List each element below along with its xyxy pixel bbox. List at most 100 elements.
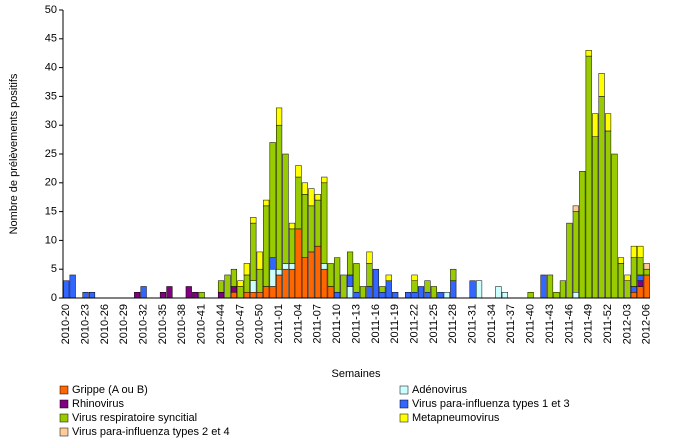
bar-segment	[295, 228, 302, 299]
x-tick-label: 2011-13	[350, 304, 362, 344]
bar-segment	[256, 268, 263, 293]
bar-segment	[366, 251, 373, 264]
bar-segment	[346, 286, 354, 299]
bar-segment	[598, 96, 605, 299]
bar-segment	[411, 274, 418, 281]
bar-segment	[314, 199, 321, 247]
bar-segment	[598, 73, 605, 97]
bar-segment	[166, 286, 173, 299]
bar-segment	[256, 291, 263, 299]
legend-swatch	[59, 399, 69, 409]
bar-segment	[256, 251, 263, 270]
bar-segment	[643, 263, 650, 270]
bar-segment	[604, 113, 612, 132]
bar-segment	[217, 291, 225, 299]
x-tick-label: 2010-35	[157, 304, 169, 344]
bar-segment	[379, 291, 386, 299]
bar-segment	[282, 153, 289, 264]
bar-segment	[566, 222, 573, 299]
bar-segment	[88, 291, 96, 299]
y-tick-label: 25	[45, 148, 57, 160]
bar-segment	[405, 291, 412, 299]
bar-segment	[276, 107, 283, 126]
bar-segment	[282, 263, 289, 270]
bar-segment	[585, 50, 592, 57]
bar-segment	[288, 222, 296, 230]
bar-segment	[553, 291, 560, 299]
bar-segment	[604, 130, 612, 299]
bar-segment	[263, 286, 270, 299]
x-tick-label: 2010-29	[118, 304, 130, 344]
bar-segment	[295, 165, 302, 178]
bar-segment	[379, 286, 386, 293]
bar-segment	[282, 268, 289, 299]
bar-segment	[643, 274, 650, 299]
bar-segment	[314, 194, 321, 201]
bar-segment	[624, 274, 631, 281]
bar-segment	[321, 268, 328, 299]
bar-segment	[134, 291, 141, 299]
y-tick-label: 5	[51, 263, 57, 275]
bar-segment	[230, 268, 238, 287]
bar-segment	[424, 280, 431, 293]
x-tick-label: 2011-19	[389, 304, 401, 344]
bar-segment	[230, 291, 238, 299]
bar-segment	[82, 291, 89, 299]
bar-segment	[288, 263, 296, 270]
legend-label: Virus para-influenza types 2 et 4	[72, 426, 230, 438]
y-tick-label: 40	[45, 62, 57, 74]
bar-segment	[69, 274, 76, 299]
bar-segment	[346, 274, 354, 287]
bar-segment	[611, 153, 618, 299]
bar-segment	[243, 274, 250, 293]
bar-segment	[469, 280, 476, 299]
x-tick-label: 2011-10	[331, 304, 343, 344]
x-tick-label: 2010-47	[234, 304, 246, 344]
y-tick-label: 0	[51, 292, 57, 304]
x-tick-label: 2011-28	[447, 304, 459, 344]
bar-segment	[450, 280, 457, 299]
bar-segment	[321, 182, 328, 264]
y-tick-label: 45	[45, 33, 57, 45]
bar-segment	[308, 251, 315, 299]
bar-segment	[288, 228, 296, 264]
legend-label: Metapneumovirus	[412, 412, 500, 424]
x-tick-label: 2012-06	[641, 304, 653, 344]
bar-segment	[411, 291, 418, 299]
x-tick-label: 2011-37	[505, 304, 517, 344]
legend-label: Rhinovirus	[72, 398, 124, 410]
bar-segment	[643, 268, 650, 276]
bar-segment	[224, 274, 231, 299]
bar-segment	[276, 268, 283, 276]
bar-segment	[411, 280, 418, 293]
bar-segment	[334, 291, 341, 299]
bar-segment	[301, 257, 308, 299]
bar-segment	[250, 222, 257, 281]
bar-segment	[301, 182, 308, 195]
bar-segment	[250, 291, 257, 299]
bar-segment	[308, 205, 315, 253]
bar-segment	[250, 217, 257, 224]
bar-segment	[353, 263, 360, 293]
bar-segment	[630, 286, 637, 293]
legend-swatch	[59, 413, 69, 423]
bar-segment	[572, 291, 579, 299]
y-tick-label: 50	[45, 4, 57, 16]
x-tick-label: 2011-49	[583, 304, 595, 344]
bar-segment	[217, 280, 225, 293]
x-tick-label: 2011-40	[525, 304, 537, 344]
bar-segment	[637, 245, 644, 258]
bar-segment	[237, 286, 244, 299]
legend-swatch	[399, 413, 409, 423]
x-tick-label: 2010-23	[79, 304, 91, 344]
bar-segment	[230, 286, 238, 293]
bar-segment	[269, 142, 276, 258]
bar-segment	[592, 113, 599, 137]
bar-segment	[288, 268, 296, 299]
bar-segment	[192, 291, 199, 299]
legend-swatch	[59, 427, 69, 437]
x-tick-label: 2011-16	[370, 304, 382, 344]
bar-segment	[385, 274, 392, 281]
bar-segment	[359, 286, 367, 299]
